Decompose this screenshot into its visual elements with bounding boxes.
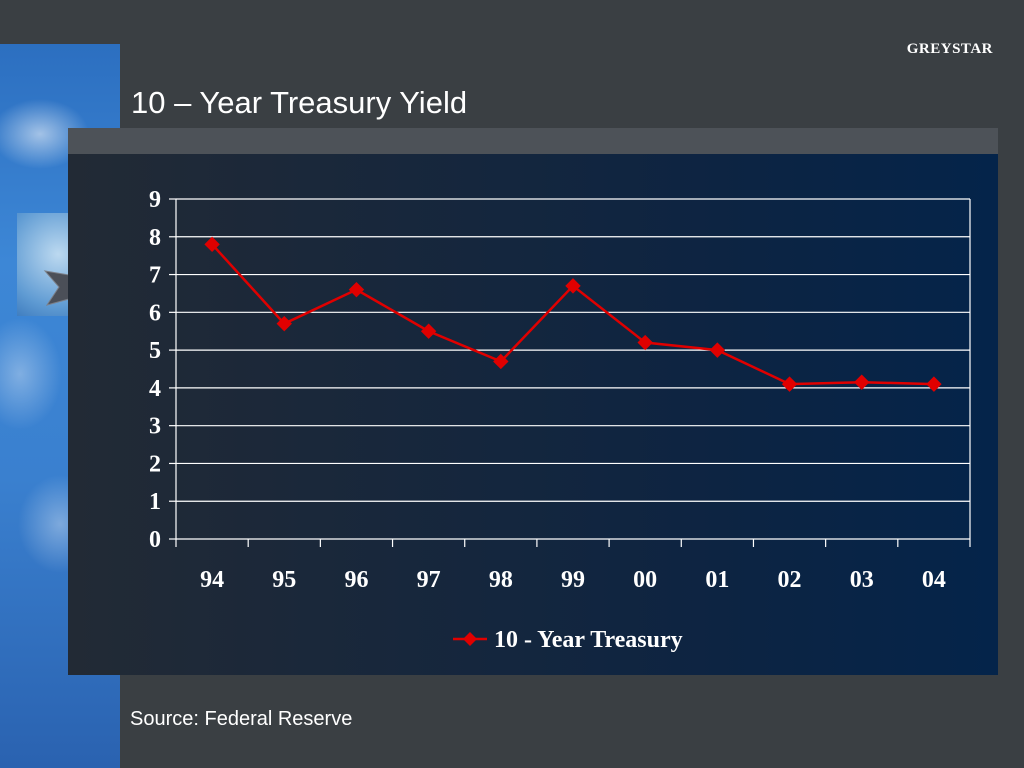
legend-label: 10 - Year Treasury — [494, 627, 683, 653]
x-tick-label: 02 — [778, 567, 802, 593]
y-tick-label: 2 — [149, 451, 161, 477]
y-tick-label: 8 — [149, 225, 161, 251]
series-10-year-treasury — [204, 236, 942, 392]
data-point-marker — [493, 353, 509, 370]
data-point-marker — [348, 281, 365, 298]
y-tick-label: 4 — [149, 376, 161, 402]
y-tick-label: 7 — [149, 263, 161, 289]
y-axis-tick-labels: 0 1 2 3 4 5 6 7 8 9 — [149, 187, 161, 553]
axes — [169, 198, 971, 547]
x-tick-label: 00 — [633, 567, 657, 593]
title-divider-bar — [68, 128, 998, 154]
data-point-marker — [926, 376, 942, 392]
y-tick-label: 9 — [149, 187, 161, 213]
data-point-marker — [637, 334, 653, 351]
legend-marker-swatch — [463, 632, 477, 646]
y-tick-label: 3 — [149, 414, 161, 440]
data-point-marker — [565, 278, 581, 294]
y-tick-label: 6 — [149, 300, 161, 326]
x-tick-label: 01 — [705, 567, 729, 593]
gridlines — [176, 198, 970, 502]
series-line — [211, 243, 934, 386]
page-title: 10 – Year Treasury Yield — [131, 85, 468, 120]
y-tick-label: 1 — [149, 489, 161, 515]
data-point-marker — [420, 323, 437, 339]
x-axis-tick-labels: 94 95 96 97 98 99 00 01 02 03 04 — [200, 567, 946, 593]
x-tick-label: 98 — [489, 567, 513, 593]
x-tick-label: 97 — [417, 567, 441, 593]
x-tick-label: 95 — [272, 567, 296, 593]
y-tick-label: 5 — [149, 338, 161, 364]
x-tick-label: 03 — [850, 567, 874, 593]
data-point-marker — [276, 315, 292, 332]
y-tick-label: 0 — [149, 527, 161, 553]
data-point-marker — [854, 374, 870, 390]
x-tick-label: 96 — [344, 567, 368, 593]
x-tick-label: 94 — [200, 567, 224, 593]
data-point-marker — [204, 236, 220, 253]
x-tick-label: 99 — [561, 567, 585, 593]
x-tick-label: 04 — [922, 567, 946, 593]
data-point-marker — [781, 376, 798, 392]
data-point-marker — [709, 342, 726, 358]
source-note: Source: Federal Reserve — [130, 708, 353, 730]
chart-legend: 10 - Year Treasury — [453, 627, 683, 653]
brand-logo-text: GREYSTAR — [906, 41, 993, 57]
